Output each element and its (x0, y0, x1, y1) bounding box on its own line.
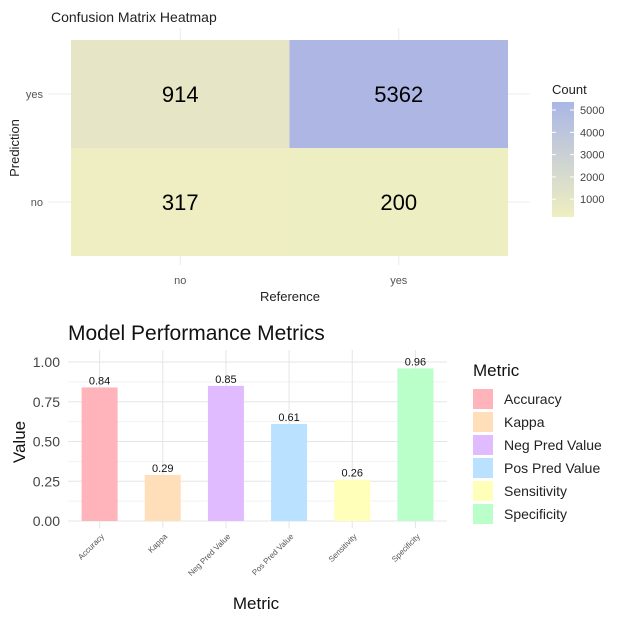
bar (81, 387, 118, 521)
bar-legend-swatch (473, 458, 493, 478)
heatmap-cell (289, 148, 508, 256)
heatmap-legend-title: Count (552, 82, 587, 97)
heatmap-y-tick-label: yes (26, 89, 44, 101)
bar-legend-label: Sensitivity (504, 483, 567, 499)
heatmap-y-ticks: no yes (26, 89, 44, 209)
bar-data-label: 0.61 (278, 412, 299, 424)
bar-y-tick-label: 0.25 (33, 473, 60, 489)
heatmap-chart: Confusion Matrix Heatmap 914 5362 317 200 n… (7, 9, 604, 304)
bar-legend-swatch (473, 412, 493, 432)
heatmap-colorbar (552, 102, 574, 217)
bar-y-tick-label: 0.00 (33, 513, 60, 529)
bar-legend-label: Accuracy (504, 391, 562, 407)
bar-y-ticks: 0.00 0.25 0.50 0.75 1.00 (33, 354, 60, 529)
bar-chart-title: Model Performance Metrics (68, 322, 325, 345)
bar-legend-label: Pos Pred Value (504, 460, 600, 476)
bar-legend-label: Kappa (504, 414, 545, 430)
bar-legend-title: Metric (473, 361, 520, 380)
bar-data-label: 0.85 (215, 374, 236, 386)
bar-data-label: 0.26 (342, 468, 363, 480)
heatmap-x-ticks: no yes (174, 275, 408, 287)
bar-data-label: 0.84 (89, 375, 110, 387)
heatmap-x-tick-label: yes (390, 275, 408, 287)
bar (144, 474, 181, 521)
bar-marks (81, 368, 434, 521)
bar-legend-swatch (473, 481, 493, 501)
heatmap-cell-value: 200 (380, 190, 417, 215)
heatmap-title: Confusion Matrix Heatmap (51, 9, 217, 25)
bar (334, 479, 371, 521)
heatmap-legend-tick-label: 1000 (580, 194, 604, 206)
bar-y-tick-label: 0.75 (33, 394, 60, 410)
heatmap-cell-value: 914 (162, 82, 199, 107)
heatmap-x-tick-label: no (174, 275, 186, 287)
heatmap-x-axis-label: Reference (260, 289, 320, 304)
heatmap-legend: Count 1000 2000 3000 4000 5000 (552, 82, 604, 217)
bar (271, 424, 308, 521)
heatmap-legend-tick-label: 3000 (580, 150, 604, 162)
heatmap-y-axis-label: Prediction (7, 119, 22, 177)
heatmap-legend-tick-label: 2000 (580, 172, 604, 184)
bar-data-label: 0.96 (405, 356, 426, 368)
bar-legend-swatch (473, 389, 493, 409)
bar (207, 385, 244, 521)
heatmap-legend-ticks: 1000 2000 3000 4000 5000 (552, 105, 604, 206)
bar-legend-swatch (473, 435, 493, 455)
bar-data-labels: 0.84 0.29 0.85 0.61 0.26 0.96 (89, 356, 426, 479)
bar (397, 368, 434, 521)
heatmap-legend-tick-label: 4000 (580, 127, 604, 139)
heatmap-cell (71, 148, 290, 256)
heatmap-y-tick-label: no (31, 197, 43, 209)
bar-legend-label: Neg Pred Value (504, 437, 602, 453)
heatmap-cell (71, 40, 290, 148)
bar-x-axis-label: Metric (233, 594, 280, 613)
bar-y-axis-label: Value (10, 421, 29, 463)
heatmap-legend-tick-label: 5000 (580, 105, 604, 117)
heatmap-cells: 914 5362 317 200 (71, 40, 508, 256)
bar-legend: Metric Accuracy Kappa Neg Pred Value Pos Pr… (473, 361, 602, 524)
bar-legend-swatch (473, 504, 493, 524)
bar-data-label: 0.29 (152, 463, 173, 475)
heatmap-cell (289, 40, 508, 148)
bar-y-tick-label: 1.00 (33, 354, 60, 370)
heatmap-cell-value: 317 (162, 190, 199, 215)
bar-y-tick-label: 0.50 (33, 434, 60, 450)
heatmap-cell-value: 5362 (374, 82, 423, 107)
bar-legend-label: Specificity (504, 506, 567, 522)
